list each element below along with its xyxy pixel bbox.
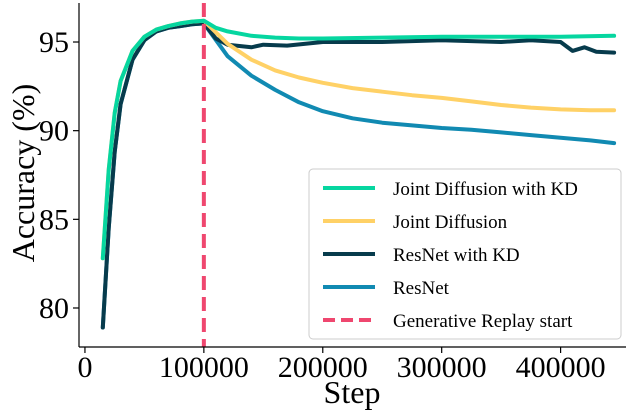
x-tick-label: 300000 (397, 351, 487, 384)
series-line-resnet-with-kd (100, 21, 617, 330)
y-tick-label: 95 (39, 26, 69, 59)
x-tick-label: 400000 (516, 351, 606, 384)
y-tick-label: 85 (39, 203, 69, 236)
y-axis-title: Accuracy (%) (5, 84, 41, 263)
legend-label: ResNet with KD (393, 245, 520, 266)
x-tick-label: 200000 (278, 351, 368, 384)
x-tick-label: 0 (77, 351, 92, 384)
legend-label: Generative Replay start (393, 311, 573, 332)
legend: Joint Diffusion with KD Joint Diffusion Re… (308, 168, 622, 340)
y-tick-label: 80 (39, 292, 69, 325)
axes: 0 100000 200000 300000 400000 80 85 90 95 (39, 3, 626, 384)
legend-label: Joint Diffusion with KD (393, 179, 578, 200)
legend-frame (308, 168, 622, 340)
legend-label: Joint Diffusion (393, 212, 508, 233)
y-tick-label: 90 (39, 115, 69, 148)
x-tick-label: 100000 (159, 351, 249, 384)
plot-area (100, 3, 617, 347)
legend-label: ResNet (393, 278, 450, 299)
x-axis-title: Step (324, 374, 381, 410)
series-line-joint-diffusion-with-kd (100, 18, 617, 261)
